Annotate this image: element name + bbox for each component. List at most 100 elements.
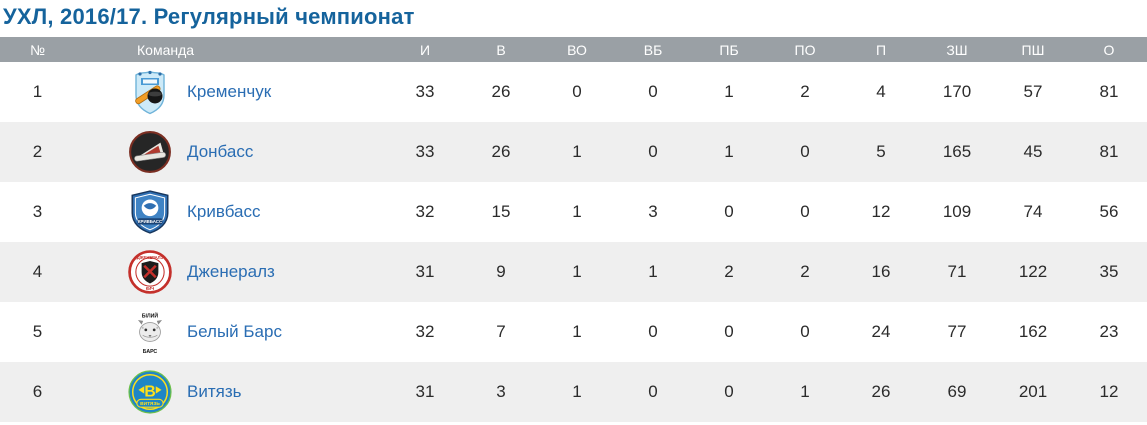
team-cell[interactable]: ДЖЕНЕРАЛЗ КИЧ Дженералз [75,247,387,297]
position-cell: 5 [32,322,43,341]
stat-cell-ot-wins: 1 [572,262,582,281]
stat-cell-so-losses: 0 [724,382,734,401]
stat-cell-so-wins: 3 [648,202,658,221]
stat-cell-points: 81 [1099,142,1119,161]
stat-cell-so-wins: 0 [648,382,658,401]
stat-cell-so-losses: 1 [724,142,734,161]
stat-cell-so-losses: 1 [724,82,734,101]
stat-cell-losses: 16 [871,262,891,281]
team-link[interactable]: Донбасс [187,142,254,161]
column-header-ot-wins: ВО [567,41,587,58]
stat-cell-goals-for: 109 [942,202,972,221]
stat-cell-so-wins: 0 [648,322,658,341]
team-cell[interactable]: В ВИТЯЗЬ Витязь [75,367,387,417]
stat-cell-goals-against: 45 [1023,142,1043,161]
team-link[interactable]: Кривбасс [187,202,261,221]
standings-body: 1 Кременчук 33 26 0 0 1 2 4 170 57 81 2 Донбасс 33 26 1 0… [0,62,1147,422]
stat-cell-goals-for: 69 [947,382,967,401]
stat-cell-games: 32 [415,322,435,341]
stat-cell-points: 23 [1099,322,1119,341]
stat-cell-games: 33 [415,142,435,161]
stat-cell-goals-against: 122 [1018,262,1048,281]
column-header-ot-losses: ПО [794,41,816,58]
svg-text:БІЛИЙ: БІЛИЙ [142,311,159,319]
stat-cell-ot-wins: 1 [572,202,582,221]
stat-cell-goals-for: 170 [942,82,972,101]
vityaz-logo-icon[interactable]: В ВИТЯЗЬ [127,367,173,417]
header-row: № Команда И В ВО ВБ ПБ ПО П ЗШ ПШ О [0,37,1147,62]
stat-cell-so-wins: 0 [648,142,658,161]
column-header-goals-against: ПШ [1021,41,1045,58]
position-cell: 1 [32,82,43,101]
table-row: 4 ДЖЕНЕРАЛЗ КИЧ Дженералз 31 9 1 1 2 2 16 71 122 35 [0,242,1147,302]
generals-logo-icon[interactable]: ДЖЕНЕРАЛЗ КИЧ [127,247,173,297]
team-link[interactable]: Белый Барс [187,322,282,341]
stat-cell-so-losses: 2 [724,262,734,281]
svg-text:ДЖЕНЕРАЛЗ: ДЖЕНЕРАЛЗ [137,255,164,260]
stat-cell-ot-wins: 1 [572,322,582,341]
svg-text:КИЧ: КИЧ [146,286,155,291]
page-title: УХЛ, 2016/17. Регулярный чемпионат [3,4,415,29]
krivbass-logo-icon[interactable]: КРИВБАСС [127,187,173,237]
team-link[interactable]: Дженералз [187,262,275,281]
column-header-goals-for: ЗШ [946,41,968,58]
stat-cell-goals-for: 71 [947,262,967,281]
position-cell: 3 [32,202,43,221]
column-header-so-wins: ВБ [643,41,663,58]
column-header-games: И [419,41,431,58]
stat-cell-losses: 26 [871,382,891,401]
team-cell[interactable]: Донбасс [75,127,387,177]
stat-cell-wins: 26 [491,82,511,101]
bely-bars-logo-icon[interactable]: БІЛИЙ БАРС [127,307,173,357]
stat-cell-ot-losses: 2 [800,82,810,101]
position-cell: 2 [32,142,43,161]
table-row: 6 В ВИТЯЗЬ Витязь 31 3 1 0 0 1 26 69 201 12 [0,362,1147,422]
stat-cell-so-wins: 1 [648,262,658,281]
stat-cell-wins: 7 [496,322,506,341]
stat-cell-goals-for: 77 [947,322,967,341]
stat-cell-wins: 3 [496,382,506,401]
stat-cell-points: 35 [1099,262,1119,281]
stat-cell-losses: 5 [876,142,886,161]
stat-cell-games: 33 [415,82,435,101]
standings-table: № Команда И В ВО ВБ ПБ ПО П ЗШ ПШ О 1 Кременчук 33 26 0… [0,37,1147,422]
stat-cell-points: 12 [1099,382,1119,401]
donbass-logo-icon[interactable] [127,127,173,177]
stat-cell-losses: 24 [871,322,891,341]
table-row: 5 БІЛИЙ БАРС Белый Барс 32 7 1 0 0 0 24 77 162 23 [0,302,1147,362]
team-link[interactable]: Кременчук [187,82,272,101]
kremenchuk-logo-icon[interactable] [127,67,173,117]
stat-cell-so-losses: 0 [724,202,734,221]
svg-text:В: В [144,384,155,401]
stat-cell-ot-losses: 0 [800,322,810,341]
column-header-so-losses: ПБ [719,41,739,58]
team-link[interactable]: Витязь [187,382,242,401]
stat-cell-losses: 4 [876,82,886,101]
stat-cell-points: 81 [1099,82,1119,101]
stat-cell-ot-losses: 0 [800,202,810,221]
stat-cell-wins: 9 [496,262,506,281]
column-header-position: № [29,41,46,58]
stat-cell-goals-for: 165 [942,142,972,161]
stat-cell-games: 31 [415,382,435,401]
stat-cell-ot-wins: 1 [572,142,582,161]
stat-cell-so-wins: 0 [648,82,658,101]
stat-cell-goals-against: 201 [1018,382,1048,401]
column-header-team: Команда [137,41,195,58]
stat-cell-goals-against: 162 [1018,322,1048,341]
stat-cell-wins: 26 [491,142,511,161]
stat-cell-games: 32 [415,202,435,221]
column-header-points: О [1103,41,1115,58]
position-cell: 4 [32,262,43,281]
team-cell[interactable]: БІЛИЙ БАРС Белый Барс [75,307,387,357]
stat-cell-wins: 15 [491,202,511,221]
table-row: 2 Донбасс 33 26 1 0 1 0 5 165 45 81 [0,122,1147,182]
team-cell[interactable]: КРИВБАСС Кривбасс [75,187,387,237]
column-header-wins: В [496,41,506,58]
stat-cell-games: 31 [415,262,435,281]
stat-cell-so-losses: 0 [724,322,734,341]
stat-cell-points: 56 [1099,202,1119,221]
svg-text:ВИТЯЗЬ: ВИТЯЗЬ [140,401,160,407]
team-cell[interactable]: Кременчук [75,67,387,117]
